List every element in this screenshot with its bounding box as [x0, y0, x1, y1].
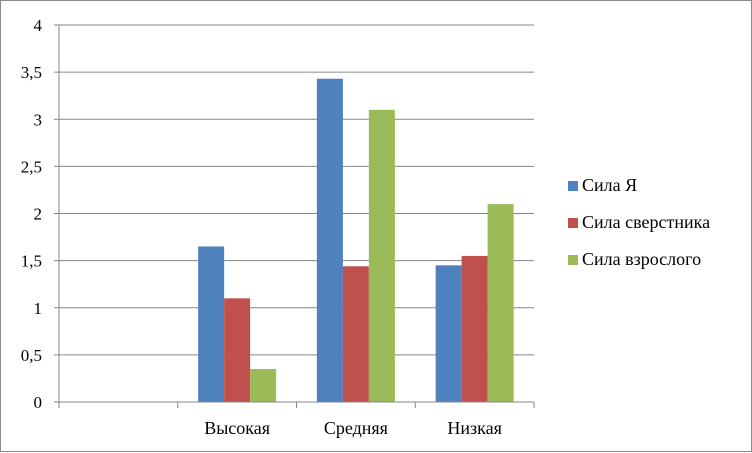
legend: Сила Я Сила сверстника Сила взрослого [568, 175, 710, 269]
y-tick-label: 0,5 [21, 346, 42, 365]
bar-1 [198, 246, 225, 402]
bar-3 [487, 204, 514, 402]
legend-label-2: Сила сверстника [582, 212, 710, 232]
bar-2 [342, 266, 369, 402]
y-tick-label: 2 [34, 205, 43, 224]
y-tick-label: 1 [34, 299, 43, 318]
axes [58, 25, 535, 408]
legend-label-3: Сила взрослого [582, 249, 701, 269]
bar-1 [435, 265, 462, 402]
x-axis-labels: Высокая Средняя Низкая [204, 418, 502, 438]
x-tick-label: Средняя [324, 418, 388, 438]
legend-swatch-3 [568, 255, 578, 265]
bar-3 [250, 369, 277, 402]
bar-1 [316, 78, 343, 402]
legend-swatch-1 [568, 181, 578, 191]
y-tick-label: 4 [34, 16, 43, 35]
bars [198, 78, 514, 402]
y-tick-label: 3,5 [21, 63, 42, 82]
x-tick-label: Высокая [204, 418, 270, 438]
y-tick-label: 3 [34, 110, 43, 129]
bar-2 [461, 255, 488, 402]
y-tick-label: 1,5 [21, 252, 42, 271]
bar-3 [368, 109, 395, 402]
gridlines [59, 24, 534, 356]
legend-label-1: Сила Я [582, 175, 637, 195]
y-tick-label: 0 [34, 393, 43, 412]
legend-swatch-2 [568, 218, 578, 228]
x-tick-label: Низкая [447, 418, 501, 438]
y-tick-label: 2,5 [21, 157, 42, 176]
bar-2 [224, 298, 251, 402]
y-axis-ticks: 0 0,5 1 1,5 2 2,5 3 3,5 4 [21, 16, 59, 412]
